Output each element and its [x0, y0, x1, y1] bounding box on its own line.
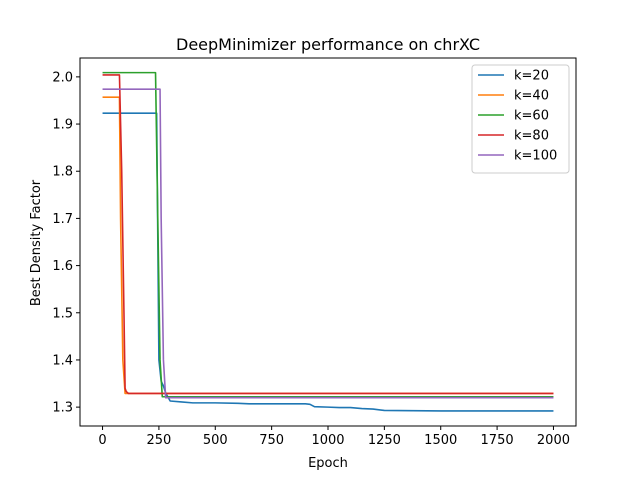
x-tick-label: 1750 — [481, 433, 514, 448]
x-tick-label: 0 — [98, 433, 106, 448]
series-line-0 — [102, 112, 554, 412]
y-axis-label: Best Density Factor — [29, 179, 44, 306]
x-tick-label: 750 — [259, 433, 284, 448]
y-tick-label: 1.3 — [52, 401, 73, 416]
legend-label: k=20 — [514, 69, 549, 84]
x-axis-label: Epoch — [308, 456, 348, 471]
legend-label: k=40 — [514, 89, 549, 104]
y-tick-label: 1.9 — [52, 118, 73, 133]
y-tick-label: 1.5 — [52, 306, 73, 321]
x-tick-label: 1500 — [424, 433, 457, 448]
legend-box — [471, 64, 570, 174]
x-tick-label: 1000 — [311, 433, 344, 448]
chart-title: DeepMinimizer performance on chrXC — [176, 35, 480, 54]
series-line-2 — [102, 71, 554, 398]
y-tick-label: 1.6 — [52, 259, 73, 274]
y-tick-label: 1.8 — [52, 165, 73, 180]
series-line-4 — [102, 88, 554, 399]
x-axis-ticks: 0 250 500 750 1000 1250 1500 1750 2000 — [98, 426, 570, 448]
y-axis-ticks: 1.3 1.4 1.5 1.6 1.7 1.8 1.9 2.0 — [52, 70, 80, 416]
y-tick-label: 2.0 — [52, 70, 73, 85]
x-tick-label: 1250 — [368, 433, 401, 448]
x-tick-label: 250 — [146, 433, 171, 448]
x-tick-label: 500 — [203, 433, 228, 448]
y-tick-label: 1.7 — [52, 212, 73, 227]
legend: k=20 k=40 k=60 k=80 k=100 — [471, 64, 570, 174]
x-tick-label: 2000 — [537, 433, 570, 448]
y-tick-label: 1.4 — [52, 353, 73, 368]
legend-label: k=100 — [514, 149, 557, 164]
series-line-3 — [102, 74, 554, 395]
series-layer — [102, 71, 554, 412]
legend-label: k=60 — [514, 109, 549, 124]
legend-label: k=80 — [514, 129, 549, 144]
